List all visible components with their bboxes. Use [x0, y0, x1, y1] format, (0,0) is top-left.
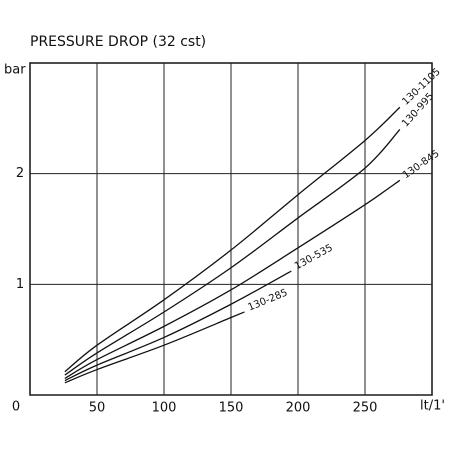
- x-tick-label: 150: [219, 401, 244, 416]
- chart-title: PRESSURE DROP (32 cst): [30, 34, 206, 50]
- x-tick-label: 100: [152, 401, 177, 416]
- series-label: 130-845: [401, 148, 442, 181]
- x-tick-label: 50: [89, 401, 106, 416]
- y-tick-label: 2: [16, 166, 24, 181]
- y-tick-label: 0: [12, 400, 20, 415]
- series-line: [64, 311, 245, 384]
- series-line: [64, 179, 401, 379]
- series-line: [64, 270, 292, 382]
- y-tick-label: 1: [16, 277, 24, 292]
- series-line: [64, 106, 401, 373]
- series-label: 130-285: [246, 287, 289, 313]
- x-tick-label: 200: [286, 401, 311, 416]
- y-axis-label: bar: [4, 63, 26, 78]
- x-axis-label: lt/1': [420, 399, 445, 414]
- x-tick-label: 250: [353, 401, 378, 416]
- series-line: [64, 128, 401, 376]
